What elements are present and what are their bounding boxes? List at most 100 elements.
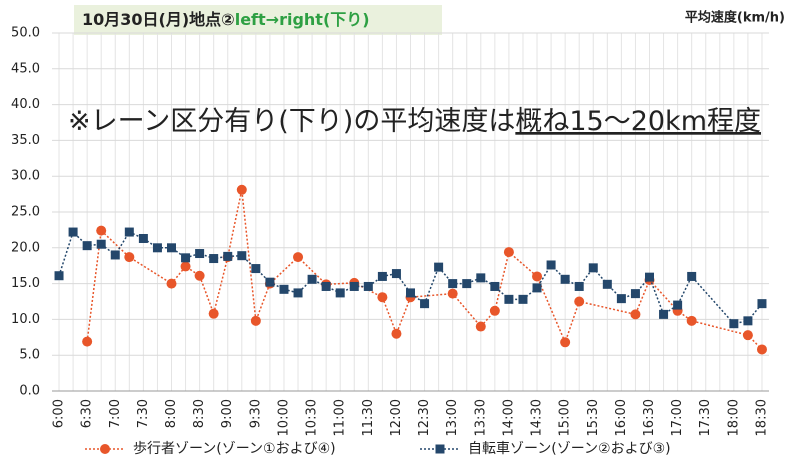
marker bbox=[588, 263, 598, 273]
legend-marker bbox=[100, 444, 110, 454]
marker bbox=[180, 261, 191, 272]
x-tick-label: 9:30 bbox=[248, 399, 263, 428]
marker bbox=[434, 262, 444, 272]
marker bbox=[68, 227, 78, 237]
grid bbox=[52, 32, 769, 392]
y-tick-label: 5.0 bbox=[19, 348, 40, 363]
marker bbox=[532, 271, 543, 282]
x-tick-label: 14:30 bbox=[530, 399, 545, 436]
marker bbox=[96, 239, 106, 249]
marker bbox=[574, 281, 584, 291]
x-tick-label: 10:00 bbox=[276, 399, 291, 436]
x-tick-label: 15:00 bbox=[558, 399, 573, 436]
x-tick-label: 8:00 bbox=[164, 399, 179, 428]
marker bbox=[321, 281, 331, 291]
marker bbox=[757, 299, 767, 309]
marker bbox=[138, 233, 148, 243]
y-tick-label: 15.0 bbox=[11, 276, 40, 291]
x-tick-label: 7:00 bbox=[108, 399, 123, 428]
marker bbox=[420, 299, 430, 309]
y-tick-label: 10.0 bbox=[11, 312, 40, 327]
x-tick-label: 9:00 bbox=[220, 399, 235, 428]
x-tick-label: 12:30 bbox=[417, 399, 432, 436]
marker bbox=[377, 292, 388, 303]
marker bbox=[82, 336, 93, 347]
y-axis-label: 平均速度(km/h) bbox=[685, 10, 785, 26]
marker bbox=[490, 281, 500, 291]
marker bbox=[194, 270, 205, 281]
x-tick-label: 18:00 bbox=[726, 399, 741, 436]
x-tick-label: 12:00 bbox=[389, 399, 404, 436]
title-main: 10月30日(月)地点② bbox=[82, 10, 235, 29]
marker bbox=[560, 337, 571, 348]
x-tick-label: 10:30 bbox=[305, 399, 320, 436]
y-tick-label: 40.0 bbox=[11, 97, 40, 112]
marker bbox=[152, 243, 162, 253]
marker bbox=[250, 315, 261, 326]
marker bbox=[251, 264, 261, 274]
marker bbox=[756, 344, 767, 355]
marker bbox=[447, 288, 458, 299]
marker bbox=[476, 273, 486, 283]
y-tick-label: 35.0 bbox=[11, 133, 40, 148]
marker bbox=[475, 321, 486, 332]
marker bbox=[391, 328, 402, 339]
marker bbox=[673, 300, 683, 310]
x-tick-label: 17:30 bbox=[698, 399, 713, 436]
marker bbox=[503, 247, 514, 258]
marker bbox=[630, 309, 641, 320]
marker bbox=[687, 271, 697, 281]
marker bbox=[236, 184, 247, 195]
marker bbox=[195, 249, 205, 259]
y-tick-label: 50.0 bbox=[11, 26, 40, 41]
legend-label: 歩行者ゾーン(ゾーン①および④) bbox=[133, 441, 336, 457]
legend-marker bbox=[435, 444, 445, 454]
marker bbox=[124, 227, 134, 237]
marker bbox=[181, 253, 191, 263]
marker bbox=[377, 271, 387, 281]
marker bbox=[349, 281, 359, 291]
chart-title: 10月30日(月)地点②left→right(下り) bbox=[82, 10, 370, 29]
marker bbox=[518, 294, 528, 304]
x-tick-label: 11:00 bbox=[333, 399, 348, 436]
marker bbox=[209, 254, 219, 264]
marker bbox=[574, 296, 585, 307]
x-tick-label: 17:00 bbox=[670, 399, 685, 436]
marker bbox=[489, 305, 500, 316]
x-tick-label: 18:30 bbox=[754, 399, 769, 436]
marker bbox=[96, 225, 107, 236]
x-tick-label: 16:30 bbox=[642, 399, 657, 436]
marker bbox=[406, 288, 415, 298]
x-tick-label: 8:30 bbox=[192, 399, 207, 428]
x-tick-label: 6:00 bbox=[52, 399, 67, 428]
x-tick-label: 11:30 bbox=[361, 399, 376, 436]
marker bbox=[237, 251, 247, 261]
marker bbox=[630, 289, 640, 299]
x-tick-label: 15:30 bbox=[586, 399, 601, 436]
legend-label: 自転車ゾーン(ゾーン②および③) bbox=[468, 440, 671, 457]
annotation-underlined: 概ね15～20km程度 bbox=[515, 106, 761, 137]
marker bbox=[448, 279, 458, 289]
marker bbox=[82, 241, 92, 251]
marker bbox=[729, 319, 739, 329]
marker bbox=[279, 284, 289, 294]
marker bbox=[742, 330, 753, 341]
marker bbox=[686, 315, 697, 326]
x-tick-label: 16:00 bbox=[614, 399, 629, 436]
x-tick-label: 14:00 bbox=[501, 399, 516, 436]
marker bbox=[546, 260, 556, 270]
marker bbox=[391, 269, 401, 279]
marker bbox=[659, 309, 669, 319]
marker bbox=[645, 272, 654, 282]
y-tick-label: 0.0 bbox=[19, 384, 40, 399]
annotation: ※レーン区分有り(下り)の平均速度は概ね15～20km程度 bbox=[68, 106, 761, 137]
y-tick-label: 45.0 bbox=[11, 61, 40, 76]
marker bbox=[166, 278, 177, 289]
marker bbox=[124, 252, 135, 263]
marker bbox=[307, 274, 317, 284]
marker bbox=[616, 294, 626, 304]
annotation-text: ※レーン区分有り(下り)の平均速度は bbox=[68, 106, 515, 137]
marker bbox=[293, 252, 304, 263]
x-tick-label: 7:30 bbox=[136, 399, 151, 428]
